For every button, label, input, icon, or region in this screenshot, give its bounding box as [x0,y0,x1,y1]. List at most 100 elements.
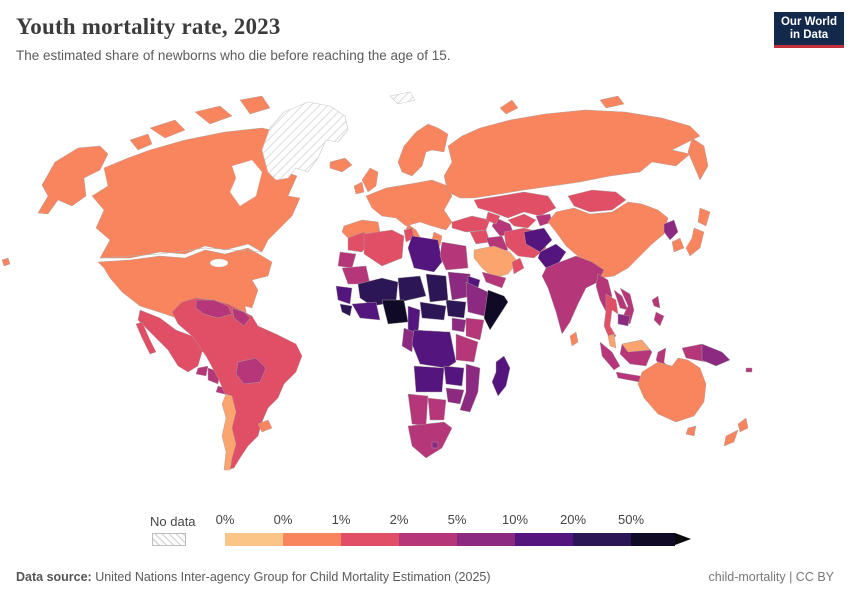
region-chile[interactable] [221,393,237,471]
region-lesotho[interactable] [431,441,439,449]
region-ireland[interactable] [353,181,365,195]
license-text[interactable]: child-mortality | CC BY [708,570,835,584]
region-mauritania[interactable] [341,265,371,285]
region-central-african-republic[interactable] [419,301,447,321]
region-kamchatka[interactable] [687,137,709,181]
region-cambodia[interactable] [617,313,631,327]
region-chad[interactable] [425,273,449,303]
region-siberian-island[interactable] [599,95,625,109]
region-uganda[interactable] [451,317,467,333]
legend-bin-4[interactable] [399,533,457,546]
region-south-america[interactable] [171,297,303,471]
region-arctic-island[interactable] [194,105,233,125]
region-arctic-island[interactable] [149,119,186,139]
region-niger[interactable] [397,275,427,303]
region-north-korea[interactable] [663,219,679,241]
region-angola[interactable] [413,365,445,393]
world-map[interactable] [0,80,850,510]
region-mozambique[interactable] [459,363,481,413]
region-uzbekistan[interactable] [507,213,537,229]
legend-bin-3[interactable] [341,533,399,546]
region-venezuela[interactable] [195,299,233,319]
region-papua-new-guinea[interactable] [701,343,731,367]
chart-header: Youth mortality rate, 2023 The estimated… [16,14,756,63]
region-scandinavia[interactable] [397,123,449,177]
region-japan-main[interactable] [685,227,705,257]
region-western-sahara[interactable] [337,251,357,269]
region-oman[interactable] [511,257,525,275]
owid-logo[interactable]: Our World in Data [774,12,844,48]
region-zimbabwe[interactable] [445,387,465,405]
region-australia[interactable] [637,357,707,423]
region-south-korea[interactable] [671,237,685,253]
region-russia[interactable] [443,109,701,199]
region-arctic-island[interactable] [129,133,153,151]
region-philippines-south[interactable] [653,311,665,327]
legend-bin-8[interactable] [631,533,675,546]
region-uk[interactable] [361,167,379,193]
legend-bin-5[interactable] [457,533,515,546]
legend-bin-6[interactable] [515,533,573,546]
region-caucasus[interactable] [485,211,501,225]
legend-bin-1[interactable] [225,533,283,546]
legend-bin-2[interactable] [283,533,341,546]
region-madagascar[interactable] [491,355,511,397]
region-fiji[interactable] [745,367,753,373]
region-mexico[interactable] [137,309,223,373]
region-thailand[interactable] [603,293,619,341]
region-mongolia[interactable] [567,189,627,213]
region-dr-congo[interactable] [411,329,457,369]
region-kenya[interactable] [465,317,485,341]
region-somalia[interactable] [483,289,509,331]
region-sierraleone-liberia[interactable] [339,303,353,317]
region-senegal-guinea[interactable] [335,285,353,305]
region-turkey[interactable] [451,215,491,233]
region-congo-gabon[interactable] [401,327,415,353]
region-arctic-island[interactable] [239,95,271,115]
region-namibia[interactable] [407,393,429,427]
region-zambia[interactable] [443,365,465,387]
region-novaya-zemlya[interactable] [499,99,519,115]
region-svalbard[interactable] [389,91,416,105]
region-uruguay[interactable] [257,419,273,433]
region-guyanas[interactable] [231,307,251,327]
region-libya[interactable] [407,235,443,273]
region-central-europe[interactable] [365,179,453,231]
region-syria-jordan[interactable] [469,229,491,245]
region-tanzania[interactable] [455,333,479,363]
region-sri-lanka[interactable] [569,331,579,347]
region-bolivia[interactable] [235,357,267,385]
region-yemen[interactable] [481,271,507,289]
region-hawaii[interactable] [1,257,11,267]
region-greenland[interactable] [261,101,349,181]
region-alaska[interactable] [37,145,109,215]
owid-logo-line1: Our World [780,15,837,28]
region-japan-north[interactable] [697,207,711,227]
region-ivorycoast-ghana[interactable] [351,301,381,321]
region-new-zealand-north[interactable] [737,417,749,433]
region-tasmania[interactable] [685,425,697,437]
region-new-zealand-south[interactable] [723,429,739,447]
region-iceland[interactable] [329,157,353,173]
region-greece[interactable] [431,231,443,247]
region-botswana[interactable] [427,397,447,421]
hudson-bay [229,159,263,207]
region-nigeria[interactable] [381,299,409,325]
region-guatemala[interactable] [195,365,209,377]
region-afghanistan[interactable] [523,227,553,253]
region-egypt[interactable] [439,241,469,271]
region-malaysia-peninsula[interactable] [607,333,617,349]
region-baja[interactable] [135,321,157,355]
region-south-africa[interactable] [407,421,453,459]
region-sumatra[interactable] [599,341,621,371]
region-algeria[interactable] [363,229,405,267]
no-data-swatch[interactable] [152,533,186,546]
legend-color-bar [225,533,691,546]
region-south-sudan[interactable] [445,299,467,319]
region-philippines-north[interactable] [651,295,661,309]
region-india[interactable] [541,255,605,335]
legend-bin-7[interactable] [573,533,631,546]
region-borneo-malaysia[interactable] [621,339,651,353]
chart-footer: Data source: United Nations Inter-agency… [16,570,834,584]
region-saudi-arabia[interactable] [473,245,519,279]
